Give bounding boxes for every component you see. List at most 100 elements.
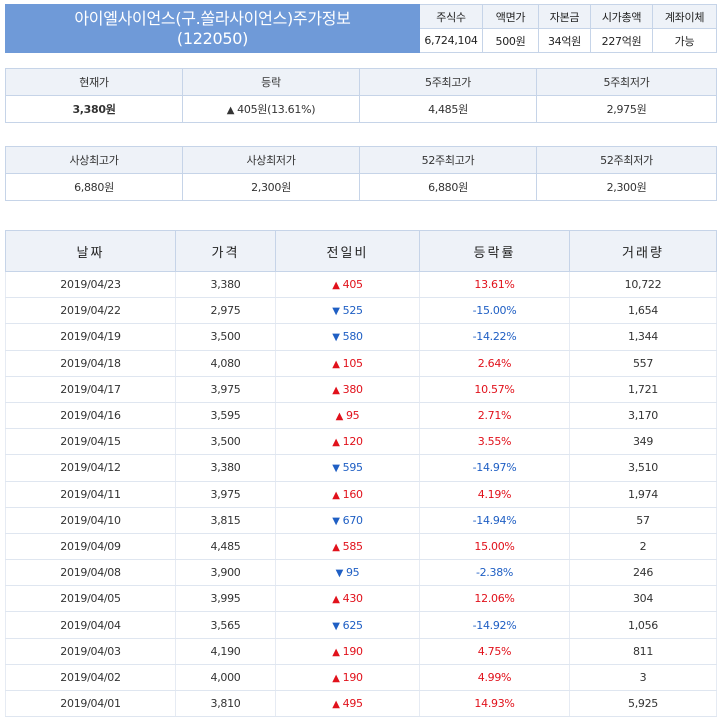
cell-volume: 1,721 <box>569 376 717 403</box>
table-row: 2019/04/08 3,900 ▼ 95 -2.38% 246 <box>5 559 717 587</box>
change-amount: 120 <box>342 435 363 449</box>
change-amount: 495 <box>342 697 363 711</box>
table-row: 2019/04/22 2,975 ▼ 525 -15.00% 1,654 <box>5 297 717 325</box>
cell-price: 3,995 <box>175 585 276 613</box>
cell-price: 3,380 <box>175 271 276 299</box>
cell-change: ▲ 190 <box>275 638 420 665</box>
cell-rate: 2.71% <box>419 402 570 430</box>
cell-date: 2019/04/08 <box>5 559 176 587</box>
cell-volume: 10,722 <box>569 271 717 299</box>
label-all-time-high: 사상최고가 <box>5 146 183 174</box>
label-5w-low: 5주최저가 <box>536 68 717 96</box>
up-arrow-icon: ▲ <box>332 489 340 501</box>
column-header-date: 날짜 <box>5 230 176 272</box>
record-price-table: 사상최고가 사상최저가 52주최고가 52주최저가 6,880원 2,300원 … <box>5 146 717 201</box>
change-amount: 625 <box>342 618 363 632</box>
history-rows: 2019/04/23 3,380 ▲ 405 13.61% 10,722 2019/04/2… <box>5 271 717 718</box>
change-amount: 670 <box>342 513 363 527</box>
change-amount: 595 <box>342 461 363 475</box>
cell-volume: 811 <box>569 638 717 665</box>
label-all-time-low: 사상최저가 <box>182 146 360 174</box>
cell-rate: -14.94% <box>419 507 570 534</box>
cell-price: 3,975 <box>175 376 276 403</box>
cell-change: ▲ 380 <box>275 376 420 403</box>
cell-rate: 4.75% <box>419 638 570 665</box>
cell-price: 2,975 <box>175 297 276 325</box>
cell-change: ▼ 580 <box>275 323 420 351</box>
down-arrow-icon: ▼ <box>332 332 340 344</box>
down-arrow-icon: ▼ <box>332 620 340 632</box>
table-row: 2019/04/12 3,380 ▼ 595 -14.97% 3,510 <box>5 454 717 482</box>
value-current-price: 3,380원 <box>5 95 183 123</box>
header-value-shares: 6,724,104 <box>419 28 483 53</box>
cell-price: 3,500 <box>175 428 276 456</box>
cell-rate: 10.57% <box>419 376 570 403</box>
table-row: 2019/04/15 3,500 ▲ 120 3.55% 349 <box>5 428 717 456</box>
table-row: 2019/04/09 4,485 ▲ 585 15.00% 2 <box>5 533 717 561</box>
cell-price: 3,900 <box>175 559 276 587</box>
cell-volume: 1,344 <box>569 323 717 351</box>
cell-date: 2019/04/16 <box>5 402 176 430</box>
cell-date: 2019/04/23 <box>5 271 176 299</box>
label-5w-high: 5주최고가 <box>359 68 537 96</box>
page-title-line1: 아이엘사이언스(구.쏠라사이언스)주가정보 <box>74 8 351 28</box>
cell-price: 3,565 <box>175 611 276 639</box>
cell-volume: 349 <box>569 428 717 456</box>
label-current-price: 현재가 <box>5 68 183 96</box>
change-amount: 160 <box>342 487 363 501</box>
cell-date: 2019/04/12 <box>5 454 176 482</box>
change-amount: 525 <box>342 304 363 318</box>
cell-volume: 557 <box>569 350 717 377</box>
label-52w-high: 52주최고가 <box>359 146 537 174</box>
value-5w-high: 4,485원 <box>359 95 537 123</box>
cell-change: ▲ 495 <box>275 690 420 718</box>
cell-volume: 57 <box>569 507 717 534</box>
table-row: 2019/04/04 3,565 ▼ 625 -14.92% 1,056 <box>5 611 717 639</box>
change-amount: 105 <box>342 356 363 370</box>
down-arrow-icon: ▼ <box>332 306 340 318</box>
up-arrow-icon: ▲ <box>332 672 340 684</box>
cell-price: 4,000 <box>175 664 276 692</box>
page-title-line2: (122050) <box>176 28 249 48</box>
table-row: 2019/04/05 3,995 ▲ 430 12.06% 304 <box>5 585 717 613</box>
label-52w-low: 52주최저가 <box>536 146 717 174</box>
value-5w-low: 2,975원 <box>536 95 717 123</box>
cell-price: 3,595 <box>175 402 276 430</box>
cell-change: ▼ 95 <box>275 559 420 587</box>
cell-price: 4,190 <box>175 638 276 665</box>
up-arrow-icon: ▲ <box>332 437 340 449</box>
header-label-shares: 주식수 <box>419 4 483 29</box>
change-amount: 95 <box>345 409 360 423</box>
header-label-par-value: 액면가 <box>482 4 539 29</box>
cell-price: 3,810 <box>175 690 276 718</box>
cell-change: ▲ 585 <box>275 533 420 561</box>
cell-price: 4,080 <box>175 350 276 377</box>
cell-date: 2019/04/01 <box>5 690 176 718</box>
cell-date: 2019/04/05 <box>5 585 176 613</box>
cell-rate: 3.55% <box>419 428 570 456</box>
cell-price: 3,975 <box>175 481 276 508</box>
table-row: 2019/04/11 3,975 ▲ 160 4.19% 1,974 <box>5 481 717 508</box>
cell-date: 2019/04/22 <box>5 297 176 325</box>
cell-date: 2019/04/17 <box>5 376 176 403</box>
cell-rate: -14.22% <box>419 323 570 351</box>
header-label-transfer: 계좌이체 <box>652 4 717 29</box>
cell-change: ▼ 625 <box>275 611 420 639</box>
value-52w-high: 6,880원 <box>359 173 537 201</box>
cell-date: 2019/04/19 <box>5 323 176 351</box>
cell-change: ▲ 160 <box>275 481 420 508</box>
down-arrow-icon: ▼ <box>332 463 340 475</box>
change-amount: 405원(13.61%) <box>237 103 316 116</box>
cell-change: ▲ 95 <box>275 402 420 430</box>
change-amount: 95 <box>345 566 360 580</box>
table-row: 2019/04/19 3,500 ▼ 580 -14.22% 1,344 <box>5 323 717 351</box>
cell-date: 2019/04/03 <box>5 638 176 665</box>
cell-date: 2019/04/04 <box>5 611 176 639</box>
cell-rate: 2.64% <box>419 350 570 377</box>
cell-volume: 2 <box>569 533 717 561</box>
cell-price: 3,500 <box>175 323 276 351</box>
up-arrow-icon: ▲ <box>332 646 340 658</box>
cell-change: ▲ 120 <box>275 428 420 456</box>
cell-change: ▼ 595 <box>275 454 420 482</box>
column-header-price: 가격 <box>175 230 276 272</box>
